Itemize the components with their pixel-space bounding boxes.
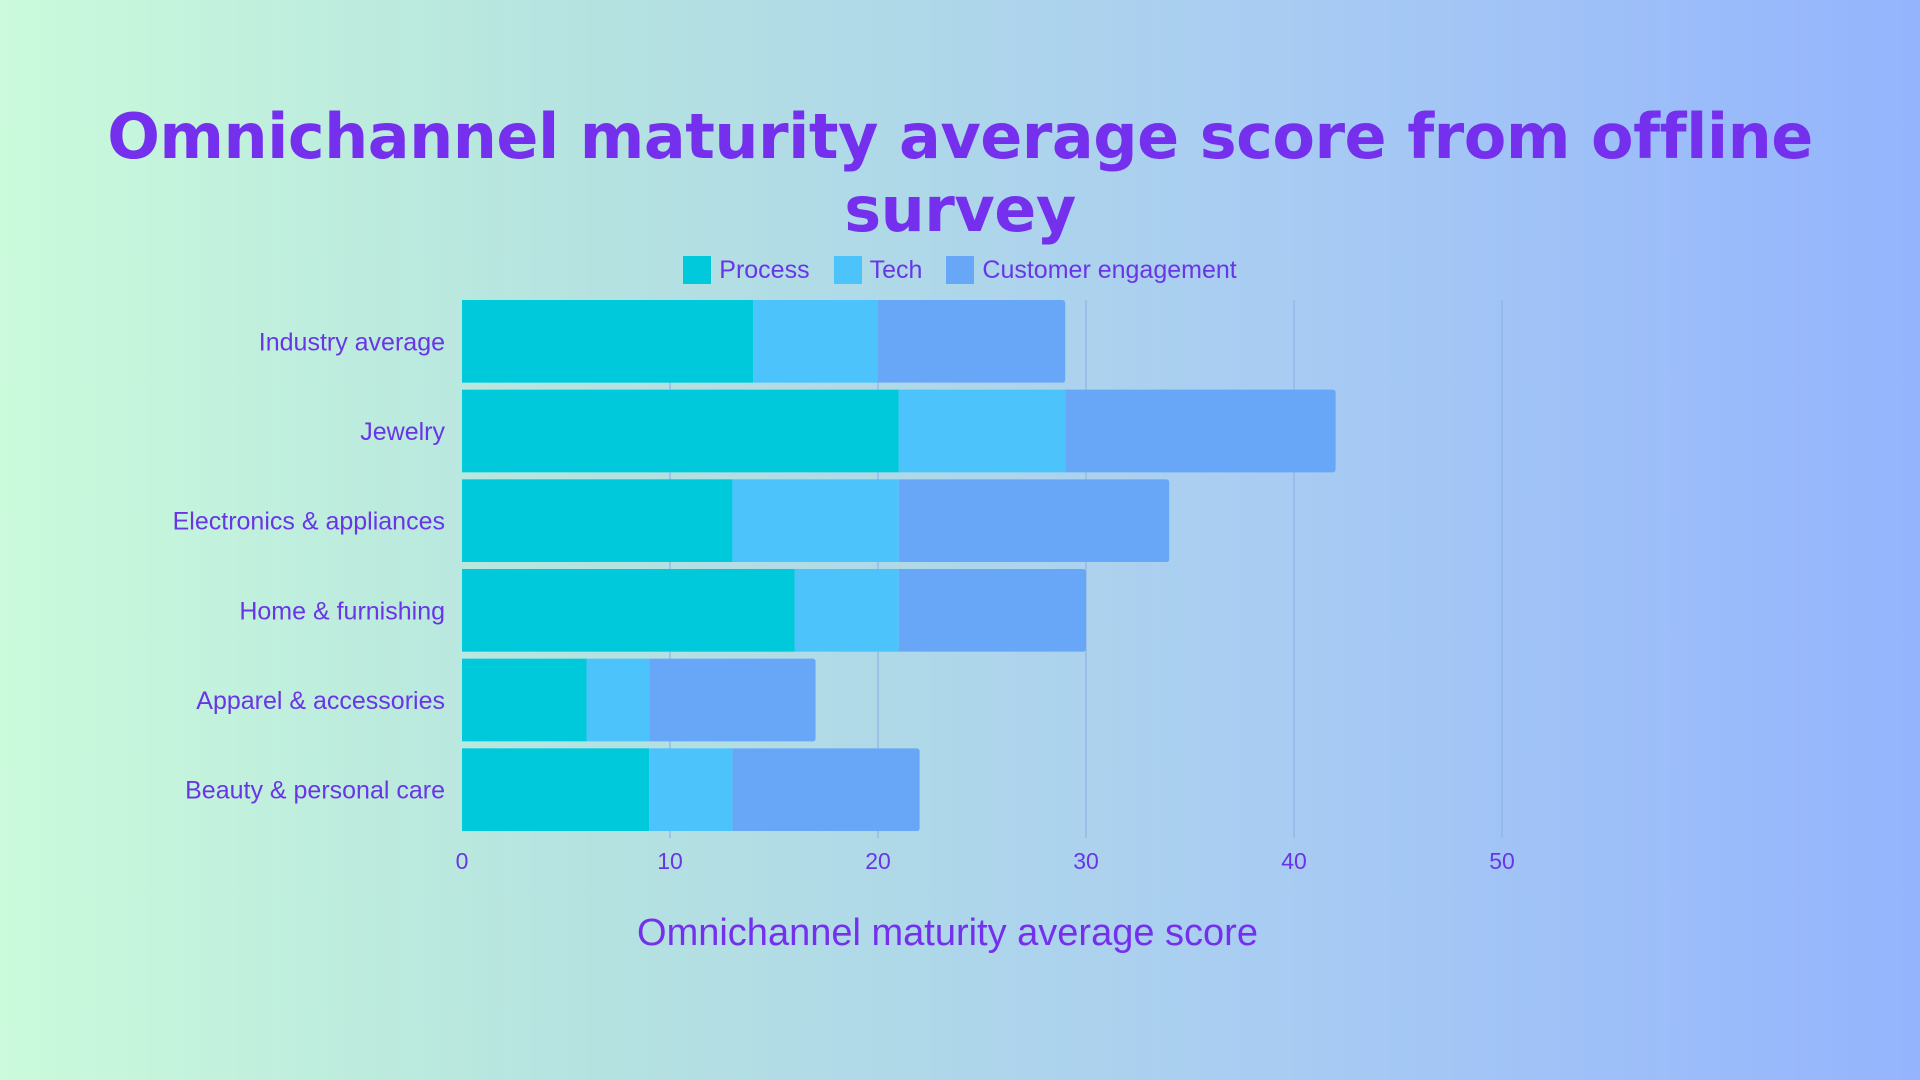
category-labels: Industry average Jewelry Electronics & app… bbox=[173, 328, 446, 804]
bar-apparel-and-accessories-process bbox=[462, 658, 587, 742]
legend-swatch bbox=[683, 256, 712, 284]
bar-electronics-and-appliances-customer-engagement bbox=[898, 479, 1170, 562]
bar-electronics-and-appliances-process bbox=[462, 479, 733, 562]
category-label: Beauty & personal care bbox=[185, 777, 445, 805]
bar-beauty-and-personal-care-process bbox=[462, 748, 650, 831]
legend-swatch bbox=[946, 256, 975, 284]
legend-label: Customer engagement bbox=[982, 255, 1237, 284]
x-tick-label: 30 bbox=[1073, 848, 1099, 874]
bar-jewelry-customer-engagement bbox=[1065, 389, 1336, 473]
bar-home-and-furnishing-customer-engagement bbox=[898, 569, 1086, 652]
legend-item-process: Process bbox=[683, 255, 810, 285]
category-label: Home & furnishing bbox=[239, 597, 445, 625]
category-label: Apparel & accessories bbox=[196, 687, 445, 715]
legend: Process Tech Customer engagement bbox=[0, 252, 1920, 288]
bar-apparel-and-accessories-tech bbox=[586, 658, 650, 742]
bar-beauty-and-personal-care-tech bbox=[649, 748, 733, 831]
bar-home-and-furnishing-process bbox=[462, 569, 795, 652]
legend-swatch bbox=[833, 256, 862, 284]
category-label: Industry average bbox=[259, 328, 445, 356]
x-tick-label: 0 bbox=[456, 848, 469, 874]
bar-home-and-furnishing-tech bbox=[794, 569, 899, 652]
x-tick-label: 20 bbox=[865, 848, 891, 874]
legend-label: Process bbox=[719, 255, 810, 284]
legend-item-tech: Tech bbox=[833, 255, 923, 285]
chart-title: Omnichannel maturity average score from … bbox=[107, 100, 1813, 246]
bar-jewelry-tech bbox=[898, 389, 1066, 473]
bar-jewelry-process bbox=[462, 389, 899, 473]
bar-industry-average-process bbox=[462, 300, 754, 383]
bar-industry-average-customer-engagement bbox=[878, 300, 1066, 383]
x-tick-label: 40 bbox=[1281, 848, 1307, 874]
x-tick-label: 10 bbox=[657, 848, 683, 874]
category-label: Jewelry bbox=[360, 418, 445, 446]
legend-label: Tech bbox=[869, 255, 923, 284]
bar-beauty-and-personal-care-customer-engagement bbox=[732, 748, 920, 831]
category-label: Electronics & appliances bbox=[173, 508, 445, 536]
legend-item-customer-engagement: Customer engagement bbox=[946, 255, 1237, 285]
x-tick-label: 50 bbox=[1489, 848, 1515, 874]
bar-apparel-and-accessories-customer-engagement bbox=[649, 658, 816, 742]
bar-electronics-and-appliances-tech bbox=[732, 479, 899, 562]
x-axis-label: Omnichannel maturity average score bbox=[637, 912, 1258, 954]
bars bbox=[462, 300, 1336, 831]
x-tick-labels: 0 10 20 30 40 50 bbox=[456, 848, 1515, 874]
bar-industry-average-tech bbox=[753, 300, 878, 383]
